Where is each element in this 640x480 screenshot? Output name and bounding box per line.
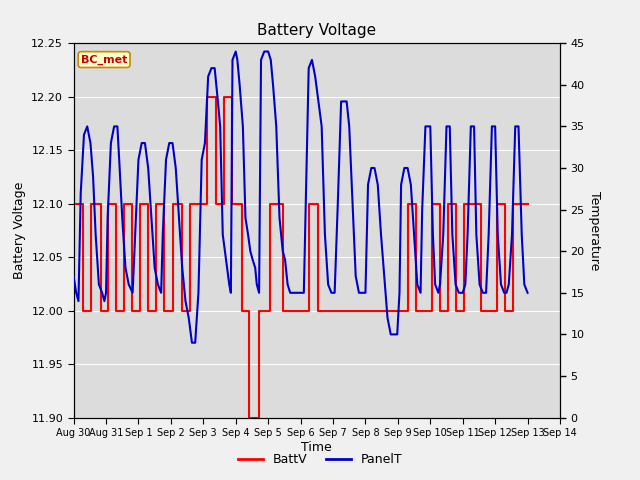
BattV — [246, 415, 253, 420]
Text: BC_met: BC_met — [81, 54, 127, 65]
BattV — [266, 201, 274, 206]
BattV — [315, 201, 323, 206]
PanelT — [232, 48, 239, 54]
PanelT — [246, 248, 254, 254]
BattV — [436, 308, 444, 313]
Line: BattV: BattV — [74, 96, 527, 418]
Y-axis label: Temperature: Temperature — [588, 191, 601, 270]
PanelT — [505, 282, 513, 288]
PanelT — [228, 57, 236, 63]
Line: PanelT: PanelT — [74, 51, 527, 343]
BattV — [203, 94, 211, 99]
Title: Battery Voltage: Battery Voltage — [257, 23, 376, 38]
BattV — [70, 201, 77, 206]
BattV — [179, 201, 186, 206]
PanelT — [452, 282, 460, 288]
PanelT — [70, 273, 77, 279]
BattV — [524, 201, 531, 206]
Legend: BattV, PanelT: BattV, PanelT — [232, 448, 408, 471]
PanelT — [204, 73, 212, 79]
X-axis label: Time: Time — [301, 441, 332, 454]
Y-axis label: Battery Voltage: Battery Voltage — [13, 182, 26, 279]
PanelT — [188, 340, 196, 346]
PanelT — [472, 232, 480, 238]
BattV — [104, 308, 111, 313]
BattV — [88, 308, 95, 313]
PanelT — [524, 290, 531, 296]
